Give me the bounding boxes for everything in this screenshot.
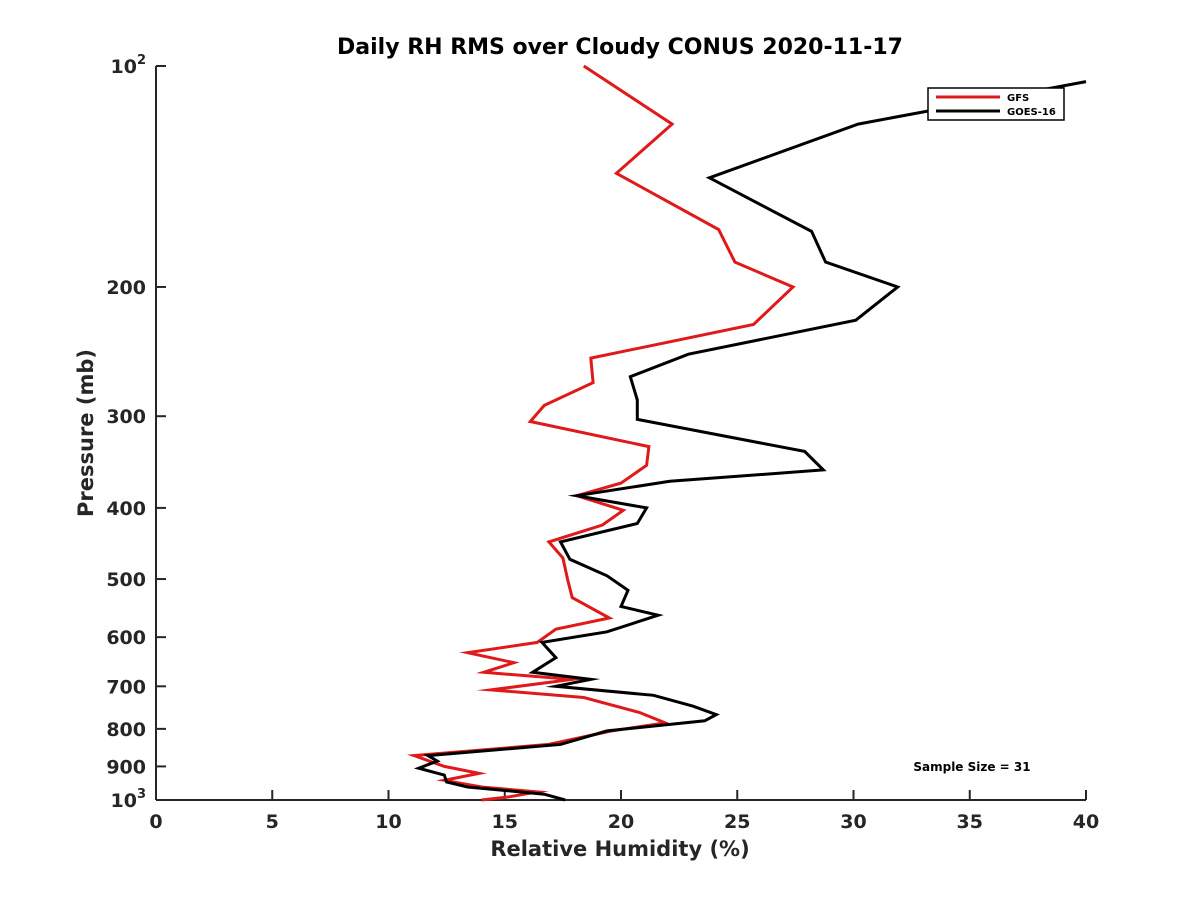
- legend: GFS GOES-16: [927, 87, 1065, 121]
- y-tick-label: 600: [106, 627, 146, 649]
- y-tick-label: 400: [106, 498, 146, 520]
- series-layer: [407, 64, 1087, 802]
- x-tick-label: 30: [840, 811, 866, 833]
- y-tick-label: 800: [106, 719, 146, 741]
- y-tick-label: 700: [106, 676, 146, 698]
- x-tick-label: 0: [149, 811, 162, 833]
- x-tick-label: 10: [375, 811, 401, 833]
- x-tick-label: 35: [957, 811, 983, 833]
- y-tick-label: 500: [106, 569, 146, 591]
- y-axis-label: Pressure (mb): [74, 349, 98, 517]
- legend-label: GFS: [1007, 93, 1029, 104]
- legend-label: GOES-16: [1007, 107, 1056, 118]
- x-tick-label: 15: [492, 811, 518, 833]
- series-line-goes-16: [413, 80, 1087, 802]
- y-tick-label: 200: [106, 277, 146, 299]
- x-axis-label: Relative Humidity (%): [490, 837, 749, 861]
- x-tick-label: 25: [724, 811, 750, 833]
- y-tick-label: 300: [106, 406, 146, 428]
- legend-box: [927, 87, 1065, 121]
- x-tick-label: 20: [608, 811, 634, 833]
- series-line-gfs: [407, 64, 796, 802]
- y-tick-label: 103: [111, 787, 147, 812]
- x-tick-label: 40: [1073, 811, 1099, 833]
- y-tick-label: 102: [111, 53, 147, 78]
- y-tick-label: 900: [106, 756, 146, 778]
- chart-title: Daily RH RMS over Cloudy CONUS 2020-11-1…: [337, 35, 903, 60]
- x-tick-label: 5: [266, 811, 279, 833]
- sample-size-annotation: Sample Size = 31: [913, 760, 1030, 774]
